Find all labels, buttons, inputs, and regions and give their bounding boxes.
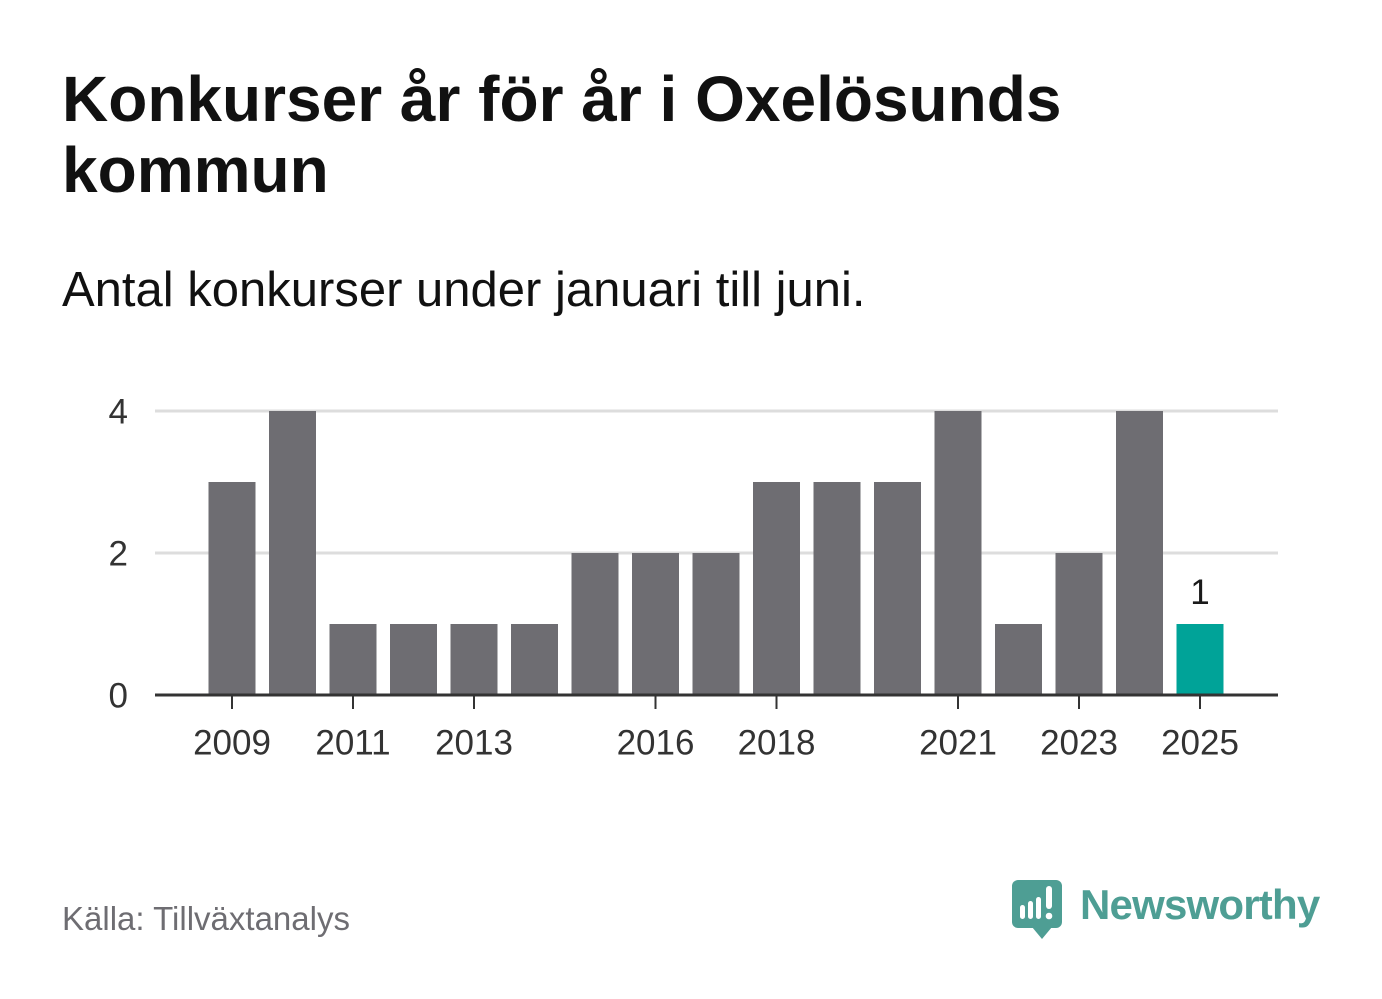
x-tick-label: 2016: [617, 724, 695, 763]
bar-2022: [995, 624, 1042, 695]
bar-2014: [511, 624, 558, 695]
bar-2015: [571, 553, 619, 695]
bar-2011: [329, 624, 377, 695]
newsworthy-logo: Newsworthy: [1010, 878, 1330, 940]
newsworthy-chart-bubble-icon: [1012, 880, 1062, 939]
bar-2024: [1116, 411, 1163, 695]
y-tick-label: 2: [109, 535, 128, 574]
bar-2021: [934, 411, 982, 695]
bar-2020: [874, 482, 921, 695]
bar-2009: [208, 482, 256, 695]
bar-2019: [813, 482, 861, 695]
bar-2018: [753, 482, 800, 695]
data-label: 1: [1190, 573, 1209, 612]
bar-2017: [692, 553, 740, 695]
x-tick-label: 2018: [738, 724, 816, 763]
x-tick-label: 2009: [193, 724, 271, 763]
newsworthy-logo-text: Newsworthy: [1080, 881, 1320, 928]
y-tick-label: 0: [109, 677, 128, 716]
bar-2010: [269, 411, 316, 695]
bar-2023: [1055, 553, 1103, 695]
x-tick-label: 2021: [919, 724, 997, 763]
chart-title: Konkurser år för år i Oxelösunds kommun: [62, 63, 1062, 206]
x-tick-label: 2011: [315, 724, 390, 763]
x-tick-label: 2025: [1161, 724, 1239, 763]
bar-2013: [450, 624, 498, 695]
source-note: Källa: Tillväxtanalys: [62, 900, 350, 937]
x-tick-label: 2013: [435, 724, 513, 763]
y-tick-label: 4: [109, 393, 128, 432]
chart-subtitle: Antal konkurser under januari till juni.: [62, 263, 866, 317]
bar-2016: [632, 553, 679, 695]
bar-2012: [390, 624, 437, 695]
x-tick-label: 2023: [1040, 724, 1118, 763]
bar-2025: [1176, 624, 1224, 695]
